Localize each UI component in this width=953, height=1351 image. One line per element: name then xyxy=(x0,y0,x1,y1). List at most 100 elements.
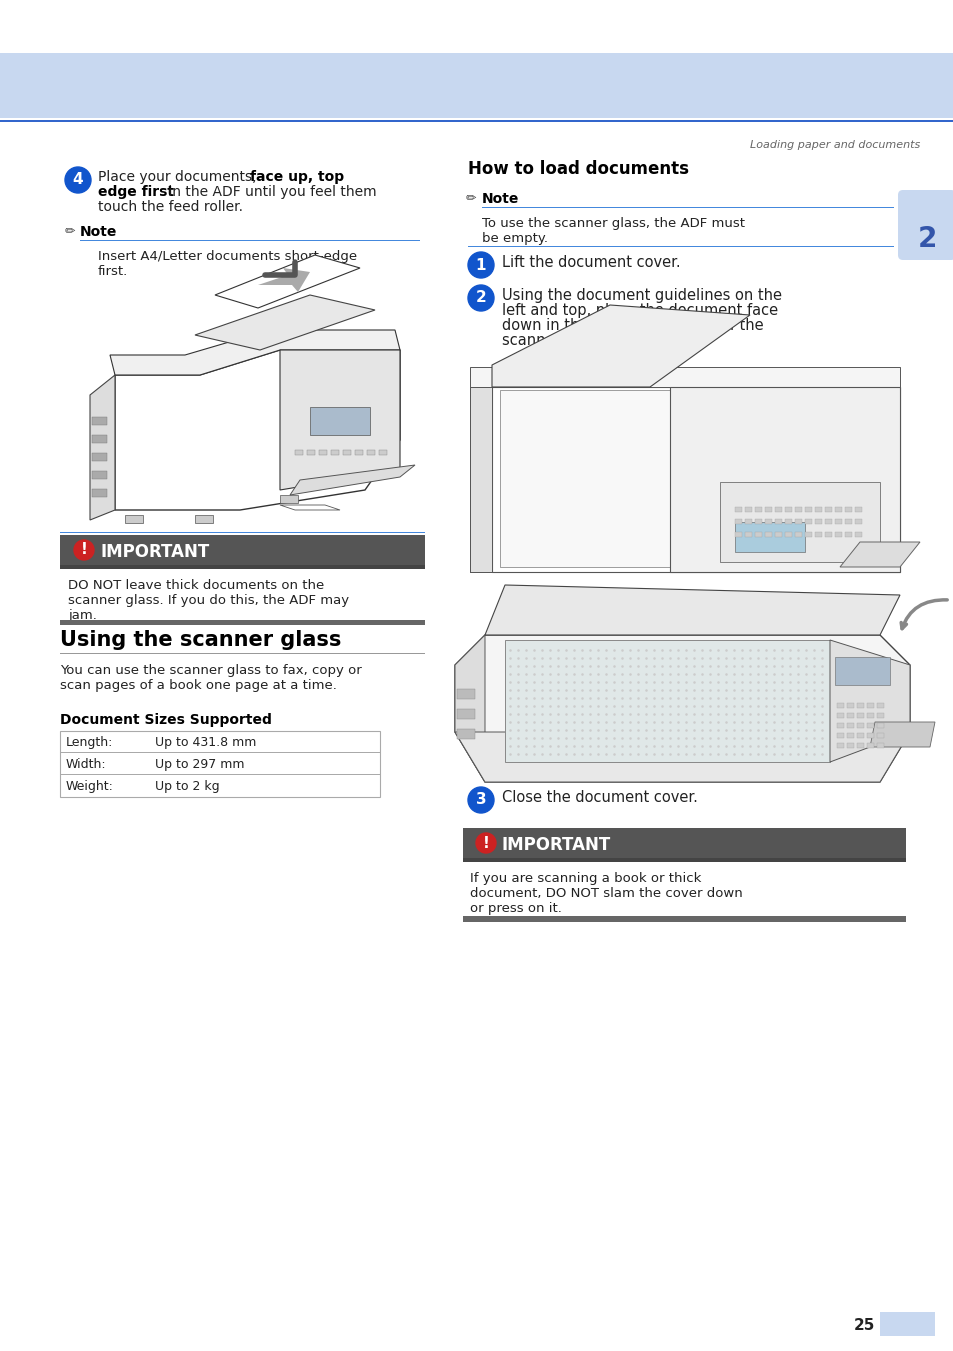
Bar xyxy=(856,723,863,728)
Text: A3|LGR: A3|LGR xyxy=(821,374,841,380)
Text: Up to 297 mm: Up to 297 mm xyxy=(154,758,244,771)
Text: in the ADF until you feel them: in the ADF until you feel them xyxy=(164,185,376,199)
Text: IMPORTANT: IMPORTANT xyxy=(501,836,611,854)
Text: How to load documents: How to load documents xyxy=(468,159,688,178)
Polygon shape xyxy=(829,640,909,762)
Bar xyxy=(91,471,107,480)
Text: LTR: LTR xyxy=(474,438,478,447)
Bar xyxy=(856,703,863,708)
Text: ✏: ✏ xyxy=(465,192,476,205)
Bar xyxy=(836,703,843,708)
Text: You can use the scanner glass to fax, copy or: You can use the scanner glass to fax, co… xyxy=(60,663,361,677)
Text: B4: B4 xyxy=(474,523,478,530)
Text: Insert A4/Letter documents short-edge: Insert A4/Letter documents short-edge xyxy=(98,250,356,263)
Bar xyxy=(355,450,363,455)
Text: LGL: LGL xyxy=(474,493,478,503)
Polygon shape xyxy=(669,386,899,571)
Bar xyxy=(764,507,771,512)
Circle shape xyxy=(74,540,94,561)
Text: B4.A5: B4.A5 xyxy=(740,374,757,380)
Text: 4: 4 xyxy=(72,173,83,188)
Bar xyxy=(854,532,862,536)
Text: first.: first. xyxy=(98,265,128,278)
Bar xyxy=(280,494,297,503)
Bar xyxy=(734,519,741,524)
Bar xyxy=(844,507,851,512)
Text: B5JIS: B5JIS xyxy=(491,374,505,380)
FancyBboxPatch shape xyxy=(462,828,905,861)
Bar xyxy=(194,515,213,523)
Bar xyxy=(876,723,883,728)
Text: DO NOT leave thick documents on the: DO NOT leave thick documents on the xyxy=(68,580,324,592)
Bar xyxy=(462,858,905,862)
Bar xyxy=(91,489,107,497)
Text: scan pages of a book one page at a time.: scan pages of a book one page at a time. xyxy=(60,680,336,692)
Text: A4: A4 xyxy=(564,374,571,380)
Bar xyxy=(499,390,780,567)
Text: jam.: jam. xyxy=(68,609,97,621)
Text: Using the document guidelines on the: Using the document guidelines on the xyxy=(501,288,781,303)
Bar xyxy=(744,507,751,512)
Bar xyxy=(834,507,841,512)
Bar xyxy=(814,532,821,536)
Bar xyxy=(844,519,851,524)
Bar xyxy=(866,713,873,717)
Bar xyxy=(844,532,851,536)
Text: scanner glass. If you do this, the ADF may: scanner glass. If you do this, the ADF m… xyxy=(68,594,349,607)
FancyBboxPatch shape xyxy=(60,535,424,567)
Bar xyxy=(876,713,883,717)
Bar xyxy=(774,532,781,536)
Circle shape xyxy=(476,834,496,852)
Bar xyxy=(91,435,107,443)
Bar xyxy=(876,743,883,748)
Bar xyxy=(470,367,899,386)
Circle shape xyxy=(468,285,494,311)
Bar xyxy=(784,507,791,512)
Bar xyxy=(794,519,801,524)
Bar xyxy=(876,703,883,708)
Bar xyxy=(734,532,741,536)
Bar xyxy=(456,709,475,719)
Polygon shape xyxy=(840,542,919,567)
Bar xyxy=(754,532,761,536)
Text: 2: 2 xyxy=(476,290,486,305)
Text: be empty.: be empty. xyxy=(481,232,547,245)
Text: edge first: edge first xyxy=(98,185,173,199)
Text: face up, top: face up, top xyxy=(250,170,344,184)
Bar xyxy=(91,453,107,461)
Bar xyxy=(836,734,843,738)
Bar xyxy=(846,743,853,748)
Text: !: ! xyxy=(482,835,489,851)
Text: 1: 1 xyxy=(476,258,486,273)
Text: left and top, place the document face: left and top, place the document face xyxy=(501,303,778,317)
Bar xyxy=(866,734,873,738)
Text: If you are scanning a book or thick: If you are scanning a book or thick xyxy=(470,871,700,885)
Text: touch the feed roller.: touch the feed roller. xyxy=(98,200,243,213)
Bar xyxy=(814,519,821,524)
Text: document, DO NOT slam the cover down: document, DO NOT slam the cover down xyxy=(470,888,742,900)
Bar xyxy=(754,507,761,512)
Bar xyxy=(834,519,841,524)
Polygon shape xyxy=(484,585,899,635)
Polygon shape xyxy=(492,305,749,386)
Bar xyxy=(294,450,303,455)
Bar xyxy=(846,713,853,717)
Polygon shape xyxy=(290,465,415,494)
Text: A3: A3 xyxy=(474,547,478,553)
Text: ✏: ✏ xyxy=(65,226,75,238)
Bar xyxy=(774,519,781,524)
Polygon shape xyxy=(214,255,359,308)
Polygon shape xyxy=(115,350,399,509)
Text: 2: 2 xyxy=(917,226,936,253)
Bar xyxy=(456,730,475,739)
Bar xyxy=(764,519,771,524)
Bar xyxy=(846,703,853,708)
Circle shape xyxy=(468,253,494,278)
Bar xyxy=(804,519,811,524)
Bar xyxy=(824,532,831,536)
Polygon shape xyxy=(869,721,934,747)
Bar xyxy=(754,519,761,524)
Text: Place your documents,: Place your documents, xyxy=(98,170,260,184)
Bar xyxy=(879,1312,934,1336)
Text: LTR: LTR xyxy=(534,374,543,380)
